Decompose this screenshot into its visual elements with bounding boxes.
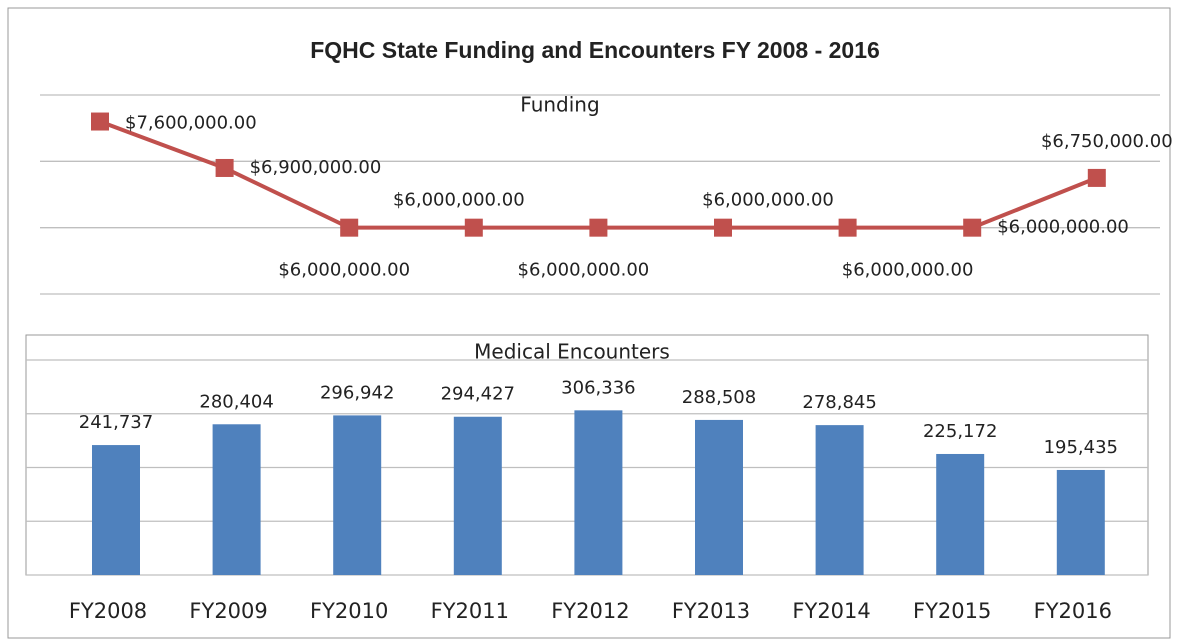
point — [838, 218, 857, 237]
point — [714, 218, 732, 237]
x-tick-label: FY2012 — [551, 599, 629, 623]
data-label: 296,942 — [320, 382, 394, 403]
bar — [453, 416, 502, 575]
bar — [695, 419, 743, 575]
point — [1087, 168, 1106, 187]
point — [215, 158, 234, 177]
point — [340, 218, 359, 237]
data-label: 288,508 — [682, 387, 756, 408]
x-tick-label: FY2008 — [69, 599, 147, 623]
data-label: $6,750,000.00 — [1041, 131, 1173, 152]
data-label: 280,404 — [199, 391, 273, 412]
outer-border — [7, 7, 1171, 639]
x-tick-label: FY2014 — [792, 599, 870, 623]
data-label: $6,900,000.00 — [250, 157, 382, 178]
x-tick-label: FY2009 — [189, 599, 267, 623]
bar — [815, 425, 864, 575]
bar — [936, 453, 985, 575]
data-label: 241,737 — [79, 412, 153, 433]
x-tick-label: FY2015 — [913, 599, 991, 623]
x-tick-label: FY2016 — [1034, 599, 1112, 623]
panel-title: Medical Encounters — [474, 340, 670, 364]
bar — [212, 424, 261, 575]
data-label: $7,600,000.00 — [125, 113, 257, 134]
chart-title: FQHC State Funding and Encounters FY 200… — [310, 37, 880, 63]
data-label: 278,845 — [802, 392, 876, 413]
point — [963, 218, 982, 237]
bar — [574, 410, 623, 575]
data-label: 195,435 — [1044, 437, 1118, 458]
panel-title: Funding — [520, 93, 599, 117]
data-label: $6,000,000.00 — [518, 260, 650, 281]
data-label: $6,000,000.00 — [842, 260, 974, 281]
data-label: 225,172 — [923, 421, 997, 442]
data-label: 294,427 — [441, 384, 515, 405]
bar — [1056, 469, 1105, 575]
data-label: $6,000,000.00 — [393, 190, 525, 211]
data-label: 306,336 — [561, 377, 635, 398]
x-tick-label: FY2013 — [672, 599, 750, 623]
x-tick-label: FY2011 — [431, 599, 509, 623]
data-label: $6,000,000.00 — [997, 217, 1129, 238]
x-tick-label: FY2010 — [310, 599, 388, 623]
point — [91, 112, 109, 131]
bar — [333, 415, 382, 575]
data-label: $6,000,000.00 — [278, 260, 410, 281]
data-label: $6,000,000.00 — [702, 190, 834, 211]
point — [464, 218, 483, 237]
point — [589, 218, 608, 237]
bar — [92, 445, 140, 575]
